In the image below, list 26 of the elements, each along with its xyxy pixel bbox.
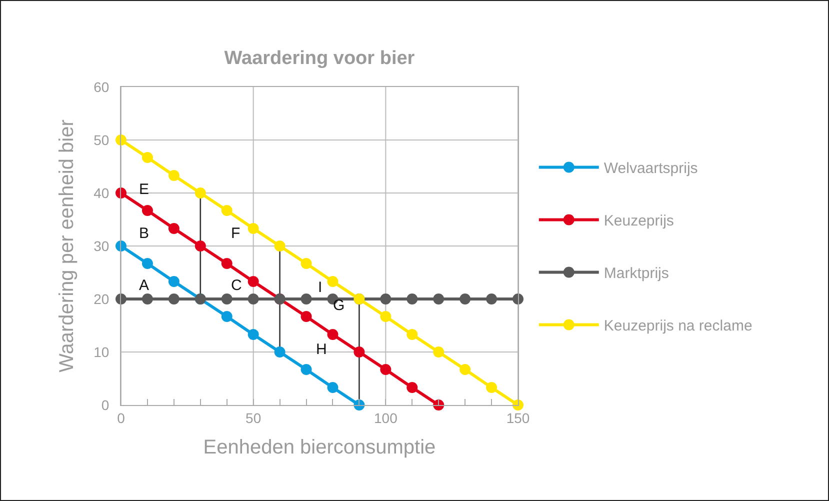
legend-label: Keuzeprijs na reclame	[604, 318, 752, 335]
legend-label: Keuzeprijs	[604, 212, 674, 230]
annotation: G	[333, 297, 345, 314]
annotation: B	[139, 225, 150, 242]
x-tick-label: 0	[117, 410, 126, 426]
legend-label: Welvaartsprijs	[604, 160, 698, 178]
annotation: A	[139, 277, 150, 294]
y-tick-label: 30	[94, 238, 110, 254]
y-tick-label: 10	[94, 344, 110, 360]
y-tick-label: 20	[94, 290, 110, 307]
y-tick-label: 60	[94, 78, 110, 95]
y-tick-label: 40	[94, 184, 110, 201]
y-tick-label: 0	[101, 396, 110, 413]
annotation: E	[139, 181, 150, 198]
legend-label: Marktprijs	[604, 265, 669, 282]
annotation: C	[231, 277, 242, 294]
annotation: F	[231, 225, 240, 242]
annotation: I	[318, 279, 322, 296]
x-axis-title: Eenheden bierconsumptie	[203, 436, 436, 458]
x-tick-label: 50	[246, 410, 262, 426]
x-tick-label: 100	[374, 410, 398, 426]
x-tick-label: 150	[506, 410, 530, 426]
annotation: H	[316, 341, 327, 358]
y-tick-label: 50	[94, 132, 110, 148]
chart-title: Waardering voor bier	[224, 48, 416, 70]
y-axis-title: Waardering per eenheid bier	[56, 119, 78, 372]
